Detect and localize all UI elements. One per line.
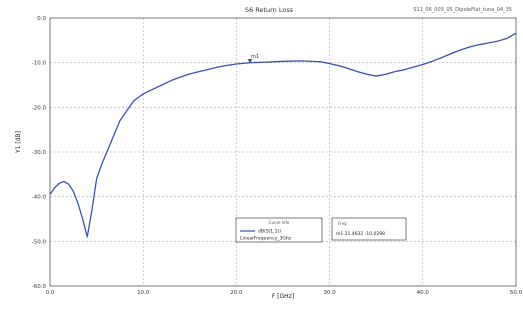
legend-header: Curve Info	[269, 220, 290, 225]
y-tick-label: -20.0	[32, 105, 47, 111]
marker-layer: m1	[247, 54, 259, 63]
legend-series-line2: LinearFrequency_3Ghz	[240, 236, 292, 242]
marker-table-row: m1 21.4632 -10.0298	[336, 231, 385, 237]
marker-label: m1	[251, 54, 259, 60]
chart-title: S6 Return Loss	[245, 6, 294, 14]
x-axis-label: F [GHz]	[272, 293, 294, 300]
y-tick-label: -10.0	[32, 61, 47, 67]
legend-series-line1: dB(S(1,1))	[258, 229, 281, 235]
x-tick-label: 30.0	[323, 290, 336, 296]
legend: Curve Info dB(S(1,1)) LinearFrequency_3G…	[235, 217, 323, 243]
x-tick-label: 20.0	[230, 290, 243, 296]
marker-table: Freq m1 21.4632 -10.0298	[331, 217, 407, 241]
plot-frame	[49, 17, 517, 287]
marker-table-box	[331, 217, 407, 241]
series-layer	[49, 32, 517, 238]
x-tick-label: 40.0	[417, 290, 430, 296]
y-tick-label: 0.0	[37, 16, 46, 22]
file-label: S11_06_003_05_DipoleFlat_tuna_04_35	[413, 7, 512, 13]
x-tick-label: 0.0	[46, 290, 55, 296]
marker-point	[247, 59, 253, 63]
y-tick-label: -40.0	[32, 195, 47, 201]
y-tick-label: -30.0	[32, 150, 47, 156]
y-tick-label: -60.0	[32, 284, 47, 290]
y-axis-label: Y1 [dB]	[15, 131, 22, 154]
legend-box	[235, 217, 323, 243]
y-tick-label: -50.0	[32, 239, 47, 245]
x-tick-label: 50.0	[510, 290, 523, 296]
grid	[50, 18, 516, 286]
x-tick-label: 10.0	[137, 290, 150, 296]
series-line	[49, 32, 517, 238]
marker-table-header: Freq	[338, 221, 347, 226]
tick-labels: 0.0 10.0 20.0 30.0 40.0 50.0 0.0 -10.0 -20.0 -30.…	[32, 16, 523, 296]
